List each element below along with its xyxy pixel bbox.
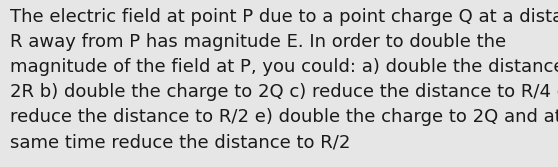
Text: The electric field at point P due to a point charge Q at a distance
R away from : The electric field at point P due to a p… <box>10 8 558 151</box>
